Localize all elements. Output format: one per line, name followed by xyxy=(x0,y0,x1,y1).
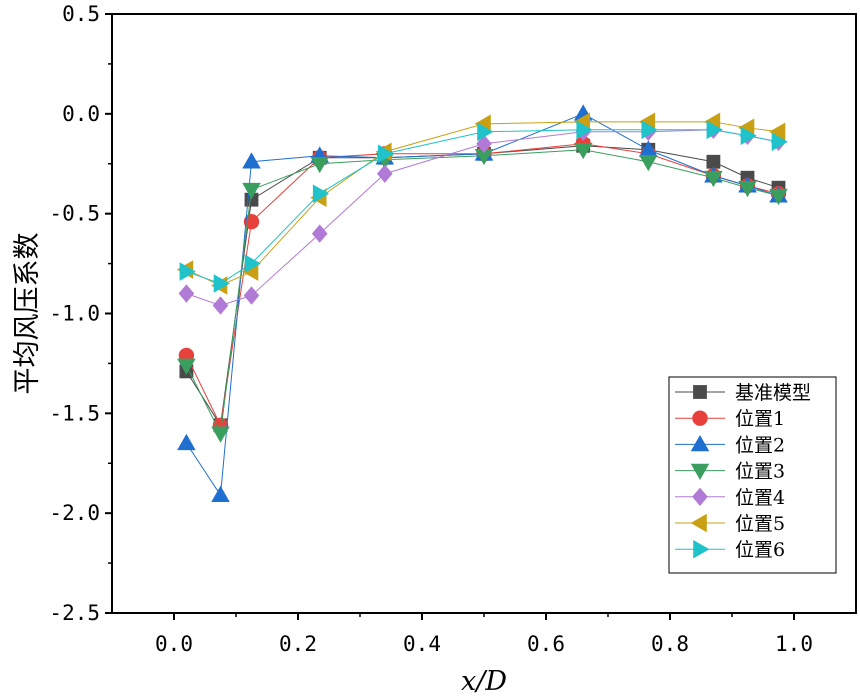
legend-marker xyxy=(693,385,707,399)
legend-box xyxy=(668,376,837,574)
legend-label: 位置5 xyxy=(735,513,785,535)
legend-label: 基准模型 xyxy=(735,382,811,404)
legend-marker xyxy=(692,487,708,506)
data-point xyxy=(576,120,593,140)
x-axis-ticks: 0.0 0.2 0.4 0.6 0.8 1.0 xyxy=(155,613,813,656)
x-tick-label: 0.0 xyxy=(155,632,193,656)
legend-label: 位置4 xyxy=(735,487,785,509)
legend-item: 位置2 xyxy=(675,434,785,456)
data-point xyxy=(310,156,329,174)
legend-marker xyxy=(690,463,710,481)
x-tick-label: 0.6 xyxy=(527,632,565,656)
data-point xyxy=(476,134,492,153)
data-point xyxy=(211,485,230,502)
series-5 xyxy=(178,120,787,315)
legend-item: 位置3 xyxy=(675,461,785,483)
legend-marker xyxy=(690,513,707,533)
data-point xyxy=(738,180,757,198)
x-tick-label: 1.0 xyxy=(775,632,813,656)
plot-frame xyxy=(111,13,857,614)
x-tick-label: 0.4 xyxy=(403,632,441,656)
data-point xyxy=(706,120,723,140)
legend-marker xyxy=(690,434,710,452)
x-axis-label: x/D xyxy=(461,666,507,697)
series-4 xyxy=(177,142,788,443)
legend-item: 位置5 xyxy=(675,513,785,535)
series-7 xyxy=(179,120,788,293)
legend-item: 基准模型 xyxy=(675,382,811,404)
data-point xyxy=(769,188,788,206)
data-point xyxy=(477,122,494,142)
legend-item: 位置4 xyxy=(675,487,785,509)
legend-label: 位置2 xyxy=(735,434,785,456)
data-point xyxy=(242,182,261,200)
legend-label: 位置3 xyxy=(735,461,785,483)
data-point xyxy=(242,152,261,169)
y-tick-label: -1.0 xyxy=(49,302,100,326)
y-axis-ticks: 0.5 0.0 -0.5 -1.0 -1.5 -2.0 -2.5 xyxy=(49,2,112,625)
data-point xyxy=(641,120,658,140)
data-point xyxy=(179,262,196,281)
y-tick-label: -2.0 xyxy=(49,501,100,525)
data-point xyxy=(244,254,261,273)
data-point xyxy=(573,142,593,160)
y-tick-label: -2.5 xyxy=(49,601,100,625)
x-tick-label: 0.2 xyxy=(279,632,317,656)
data-point xyxy=(378,144,395,164)
legend-marker xyxy=(692,410,708,426)
data-point xyxy=(213,274,230,293)
y-tick-label: 0.5 xyxy=(62,2,100,26)
series-layer xyxy=(176,104,788,502)
legend-label: 位置1 xyxy=(735,408,785,430)
y-tick-label: -0.5 xyxy=(49,202,100,226)
data-point xyxy=(178,284,195,303)
y-axis-label: 平均风压系数 xyxy=(12,233,43,395)
data-point xyxy=(740,126,757,146)
data-point xyxy=(311,224,328,243)
x-tick-label: 0.8 xyxy=(651,632,689,656)
data-point xyxy=(771,132,788,152)
data-point xyxy=(177,433,196,451)
data-point xyxy=(212,296,229,315)
legend-item: 位置1 xyxy=(675,408,785,430)
data-point xyxy=(243,286,260,305)
legend-label: 位置6 xyxy=(735,539,785,561)
data-point xyxy=(312,184,330,203)
legend-item: 位置6 xyxy=(675,539,785,561)
data-point xyxy=(706,154,721,169)
y-tick-label: 0.0 xyxy=(62,102,100,126)
data-point xyxy=(704,170,723,188)
data-point xyxy=(377,164,393,183)
y-tick-label: -1.5 xyxy=(49,401,100,425)
data-point xyxy=(639,154,658,172)
data-point xyxy=(211,426,230,443)
legend-marker xyxy=(693,539,710,559)
data-point xyxy=(177,358,196,375)
